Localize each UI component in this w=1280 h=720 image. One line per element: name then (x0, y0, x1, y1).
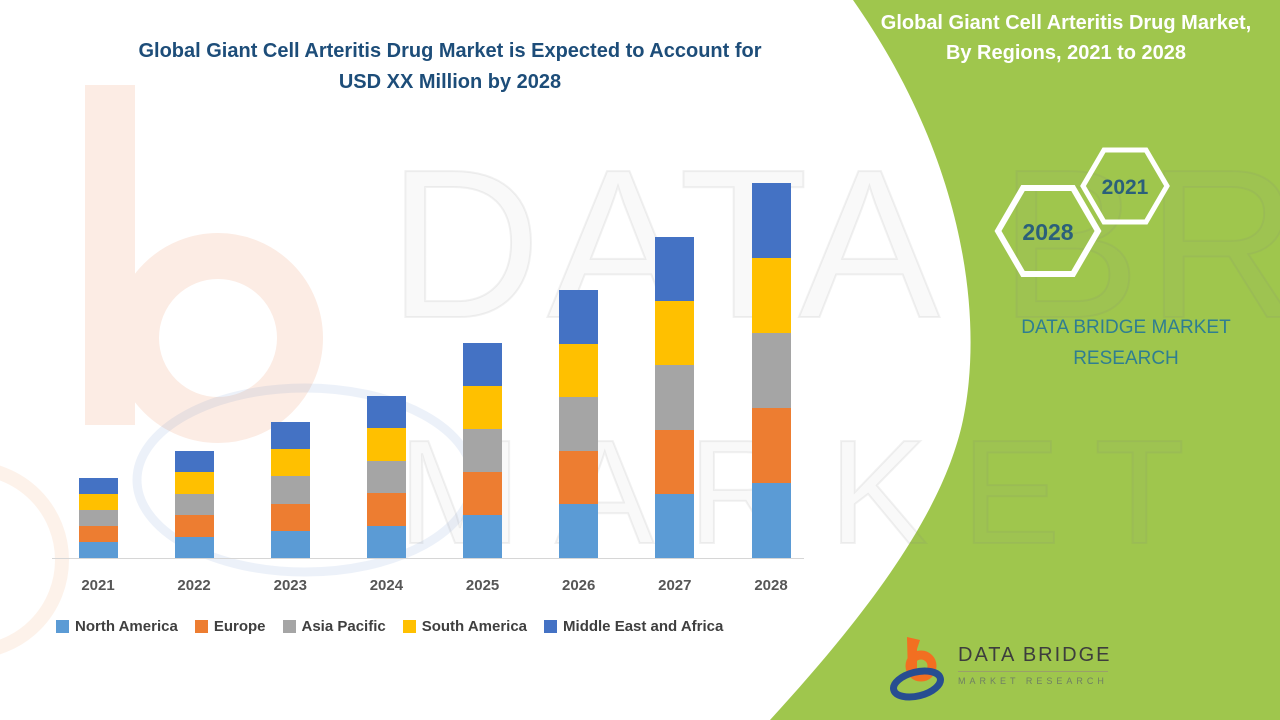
chart-title-line2: USD XX Million by 2028 (338, 71, 562, 93)
brand-text: DATA BRIDGE MARKET RESEARCH (995, 312, 1257, 374)
hexagon-2028-outline (994, 185, 1102, 277)
bar-segment-2021-north-america (78, 542, 118, 558)
bar-segment-2025-europe (463, 472, 503, 515)
year-hexagons: 2021 2028 (994, 147, 1170, 277)
databridge-logo-icon (890, 637, 944, 701)
legend-item-asia-pacific: Asia Pacific (282, 618, 386, 635)
x-axis-label-2028: 2028 (754, 577, 788, 594)
chart-title: Global Giant Cell Arteritis Drug Market … (70, 36, 830, 98)
brand-text-line1: DATA BRIDGE MARKET (1021, 317, 1231, 338)
bar-segment-2028-north-america (751, 483, 791, 558)
logo-text-block: DATA BRIDGE MARKET RESEARCH (958, 634, 1112, 686)
bar-segment-2025-asia-pacific (463, 429, 503, 472)
side-panel-title: Global Giant Cell Arteritis Drug Market,… (880, 12, 1252, 64)
bar-segment-2027-asia-pacific (655, 365, 695, 430)
hexagon-2021-outline (1080, 147, 1170, 225)
bar-segment-2022-asia-pacific (174, 493, 214, 516)
bar-segment-2028-south-america (751, 258, 791, 333)
bar-segment-2026-asia-pacific (559, 397, 599, 451)
bar-segment-2023-north-america (270, 530, 310, 558)
bar-segment-2027-north-america (655, 493, 695, 558)
bar-segment-2024-middle-east-and-africa (366, 396, 406, 429)
brand-text-line2: RESEARCH (1073, 348, 1179, 369)
x-axis-line (52, 558, 804, 559)
bar-segment-2022-europe (174, 515, 214, 537)
bar-segment-2023-middle-east-and-africa (270, 422, 310, 450)
bar-segment-2025-north-america (463, 515, 503, 558)
legend-label: North America (75, 618, 178, 635)
bar-segment-2021-middle-east-and-africa (78, 478, 118, 494)
green-panel-shape (770, 0, 1280, 720)
bar-segment-2024-north-america (366, 525, 406, 558)
logo-name: DATA BRIDGE (958, 644, 1112, 666)
bar-segment-2027-europe (655, 429, 695, 494)
x-axis-label-2021: 2021 (81, 577, 115, 594)
hexagon-year-2021: 2021 (1102, 176, 1149, 199)
x-axis-label-2023: 2023 (273, 577, 307, 594)
logo-subtitle: MARKET RESEARCH (958, 676, 1108, 686)
x-axis-label-2026: 2026 (562, 577, 596, 594)
hexagon-year-2028: 2028 (1022, 219, 1073, 245)
bar-segment-2026-north-america (559, 504, 599, 558)
bar-segment-2026-middle-east-and-africa (559, 290, 599, 344)
b-logo-watermark (85, 85, 323, 443)
bar-segment-2023-south-america (270, 449, 310, 477)
legend-swatch-europe (194, 620, 208, 633)
legend-item-europe: Europe (194, 618, 266, 635)
legend-label: Europe (213, 618, 266, 635)
chart-legend: North America Europe Asia Pacific South Ame… (56, 618, 723, 635)
bar-segment-2024-europe (366, 493, 406, 526)
bar-segment-2028-asia-pacific (751, 333, 791, 408)
databridge-logo: DATA BRIDGE MARKET RESEARCH (888, 634, 1112, 702)
bar-segment-2025-south-america (463, 386, 503, 429)
bar-segment-2021-south-america (78, 494, 118, 510)
legend-label: Asia Pacific (301, 618, 386, 635)
bar-segment-2024-south-america (366, 428, 406, 461)
legend-item-middle-east-and-africa: Middle East and Africa (544, 618, 723, 635)
legend-swatch-middle-east-and-africa (544, 620, 558, 633)
legend-label: Middle East and Africa (563, 618, 724, 635)
bar-segment-2021-europe (78, 526, 118, 542)
legend-swatch-south-america (402, 620, 416, 633)
x-axis-label-2025: 2025 (465, 577, 500, 594)
chart-title-line1: Global Giant Cell Arteritis Drug Market … (138, 40, 762, 62)
x-axis-label-2027: 2027 (658, 577, 692, 594)
bar-segment-2023-europe (270, 503, 310, 531)
bar-segment-2026-south-america (559, 343, 599, 398)
bar-segment-2028-europe (751, 408, 791, 483)
bar-segment-2027-south-america (655, 301, 695, 366)
pink-corner-swoosh (0, 465, 69, 655)
bar-segment-2022-north-america (174, 536, 214, 558)
legend-swatch-north-america (56, 620, 69, 633)
legend-label: South America (421, 618, 528, 635)
bar-segment-2022-middle-east-and-africa (174, 451, 214, 473)
legend-swatch-asia-pacific (282, 620, 296, 633)
x-axis-label-2024: 2024 (369, 577, 404, 594)
bar-segment-2022-south-america (174, 472, 214, 494)
logo-rule (958, 671, 1108, 672)
bar-segment-2027-middle-east-and-africa (655, 237, 695, 302)
bar-segment-2023-asia-pacific (270, 476, 310, 504)
bar-segment-2026-europe (559, 450, 599, 505)
bar-segment-2028-middle-east-and-africa (751, 183, 791, 258)
x-axis-label-2022: 2022 (177, 577, 211, 594)
legend-item-north-america: North America (56, 618, 178, 635)
bar-segment-2024-asia-pacific (366, 460, 406, 494)
legend-item-south-america: South America (402, 618, 528, 635)
bar-segment-2021-asia-pacific (78, 510, 118, 526)
bar-segment-2025-middle-east-and-africa (463, 343, 503, 386)
